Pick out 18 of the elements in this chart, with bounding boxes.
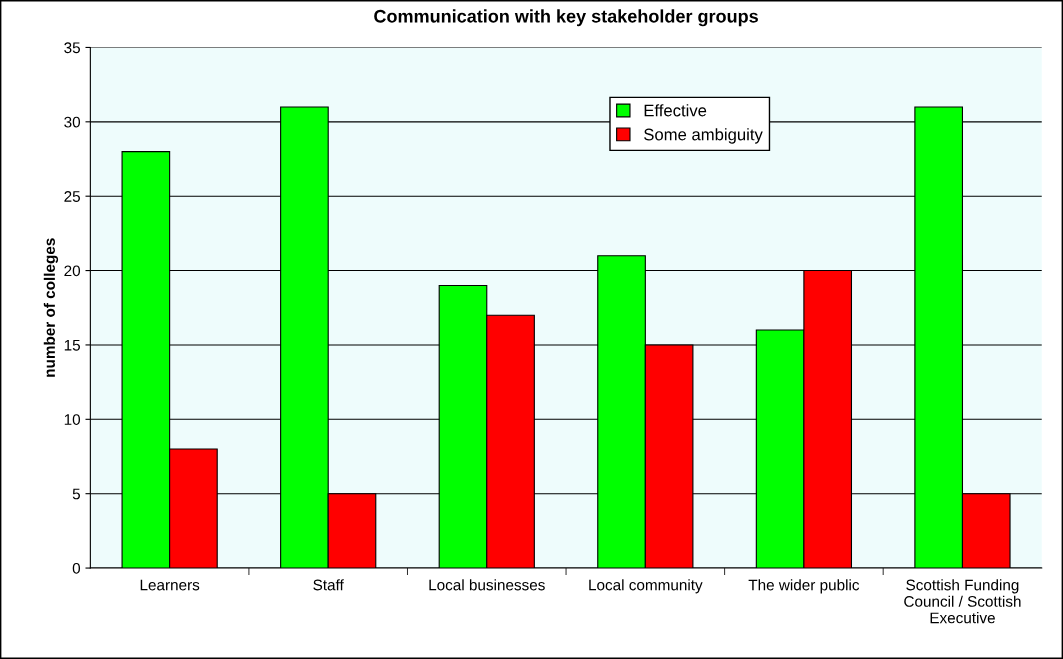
legend-label: Some ambiguity [644, 128, 763, 144]
x-tick-label: Local community [589, 579, 703, 594]
y-tick-label: 15 [64, 339, 80, 351]
y-tick-label: 10 [64, 414, 81, 425]
legend-label: Effective [644, 104, 707, 117]
x-tick-label: Local businesses [429, 579, 545, 591]
y-axis-title: number of colleges [43, 238, 59, 377]
y-tick-label: 5 [72, 488, 80, 500]
y-tick-label: 35 [64, 42, 80, 54]
x-tick-label: Learners [140, 579, 200, 591]
y-tick-label: 30 [64, 116, 81, 128]
x-tick-label: Scottish Funding Council / Scottish Executive [904, 579, 1021, 624]
y-tick-label: 20 [64, 265, 81, 277]
chart-title: Communication with key stakeholder groups [374, 9, 758, 27]
x-tick-label: Staff [313, 579, 344, 591]
x-tick-label: The wider public [748, 579, 860, 594]
y-tick-label: 25 [64, 191, 80, 202]
y-tick-label: 0 [72, 562, 81, 574]
